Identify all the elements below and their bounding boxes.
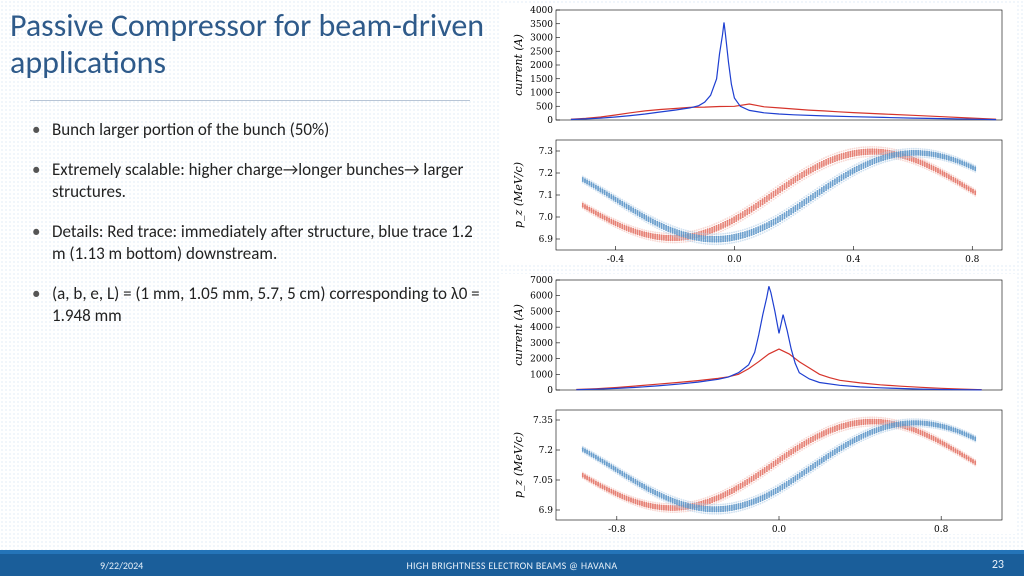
svg-text:1000: 1000	[530, 89, 553, 99]
slide: Passive Compressor for beam-driven appli…	[0, 0, 1024, 576]
svg-text:p_z (MeV/c): p_z (MeV/c)	[512, 162, 525, 228]
svg-text:4000: 4000	[530, 323, 553, 333]
svg-text:-0.4: -0.4	[607, 255, 625, 264]
footer-date: 9/22/2024	[100, 559, 143, 572]
footer-bar: 9/22/2024 HIGH BRIGHTNESS ELECTRON BEAMS…	[0, 550, 1024, 576]
chart-group-2: 0 1000 2000 3000 4000 5000 6000 7000 current (A)…	[500, 274, 1016, 534]
svg-text:0.8: 0.8	[965, 255, 980, 264]
svg-text:7.2: 7.2	[539, 169, 553, 179]
svg-text:500: 500	[536, 102, 553, 112]
svg-text:7.3: 7.3	[539, 147, 554, 157]
svg-text:7000: 7000	[530, 276, 553, 286]
svg-text:current (A): current (A)	[512, 304, 525, 366]
svg-text:2500: 2500	[530, 47, 553, 57]
svg-text:7.35: 7.35	[533, 416, 553, 426]
svg-text:0.4: 0.4	[846, 255, 861, 264]
svg-text:7.2: 7.2	[539, 446, 553, 456]
chart2-svg: 0 1000 2000 3000 4000 5000 6000 7000 current (A)…	[500, 274, 1010, 534]
svg-text:7.05: 7.05	[533, 476, 553, 486]
chart-group-1: 0 500 1000 1500 2000 2500 3000 3500 4000 current …	[500, 4, 1016, 264]
bullet-item: (a, b, e, L) = (1 mm, 1.05 mm, 5.7, 5 cm…	[40, 283, 490, 327]
svg-text:3500: 3500	[530, 20, 553, 30]
right-column: 0 500 1000 1500 2000 2500 3000 3500 4000 current …	[500, 0, 1024, 576]
svg-text:current (A): current (A)	[512, 34, 525, 96]
svg-text:3000: 3000	[530, 339, 553, 349]
slide-title: Passive Compressor for beam-driven appli…	[10, 8, 490, 82]
bullet-item: Details: Red trace: immediately after st…	[40, 221, 490, 265]
left-column: Passive Compressor for beam-driven appli…	[0, 0, 500, 576]
svg-text:7.1: 7.1	[539, 191, 553, 201]
svg-text:3000: 3000	[530, 34, 553, 44]
svg-text:6000: 6000	[530, 292, 553, 302]
bullet-list: Bunch larger portion of the bunch (50%) …	[10, 119, 490, 328]
footer-center: HIGH BRIGHTNESS ELECTRON BEAMS @ HAVANA	[407, 559, 618, 572]
divider	[30, 100, 470, 101]
svg-text:1000: 1000	[530, 370, 553, 380]
svg-text:2000: 2000	[530, 355, 553, 365]
svg-text:5000: 5000	[530, 307, 553, 317]
svg-text:0.0: 0.0	[727, 255, 742, 264]
svg-text:1500: 1500	[530, 75, 553, 85]
footer-page: 23	[992, 558, 1004, 572]
svg-text:0.8: 0.8	[934, 525, 949, 534]
svg-text:0.0: 0.0	[772, 525, 787, 534]
svg-text:-0.8: -0.8	[608, 525, 626, 534]
svg-text:6.9: 6.9	[539, 235, 554, 245]
bullet-item: Extremely scalable: higher charge→longer…	[40, 159, 490, 203]
svg-text:0: 0	[547, 116, 553, 126]
svg-text:0: 0	[547, 386, 553, 396]
footer-inner: 9/22/2024 HIGH BRIGHTNESS ELECTRON BEAMS…	[0, 554, 1024, 576]
svg-text:p_z (MeV/c): p_z (MeV/c)	[512, 432, 525, 498]
chart1-svg: 0 500 1000 1500 2000 2500 3000 3500 4000 current …	[500, 4, 1010, 264]
svg-text:7.0: 7.0	[539, 213, 554, 223]
svg-text:6.9: 6.9	[539, 506, 554, 516]
svg-text:4000: 4000	[530, 6, 553, 16]
bullet-item: Bunch larger portion of the bunch (50%)	[40, 119, 490, 141]
svg-text:2000: 2000	[530, 61, 553, 71]
